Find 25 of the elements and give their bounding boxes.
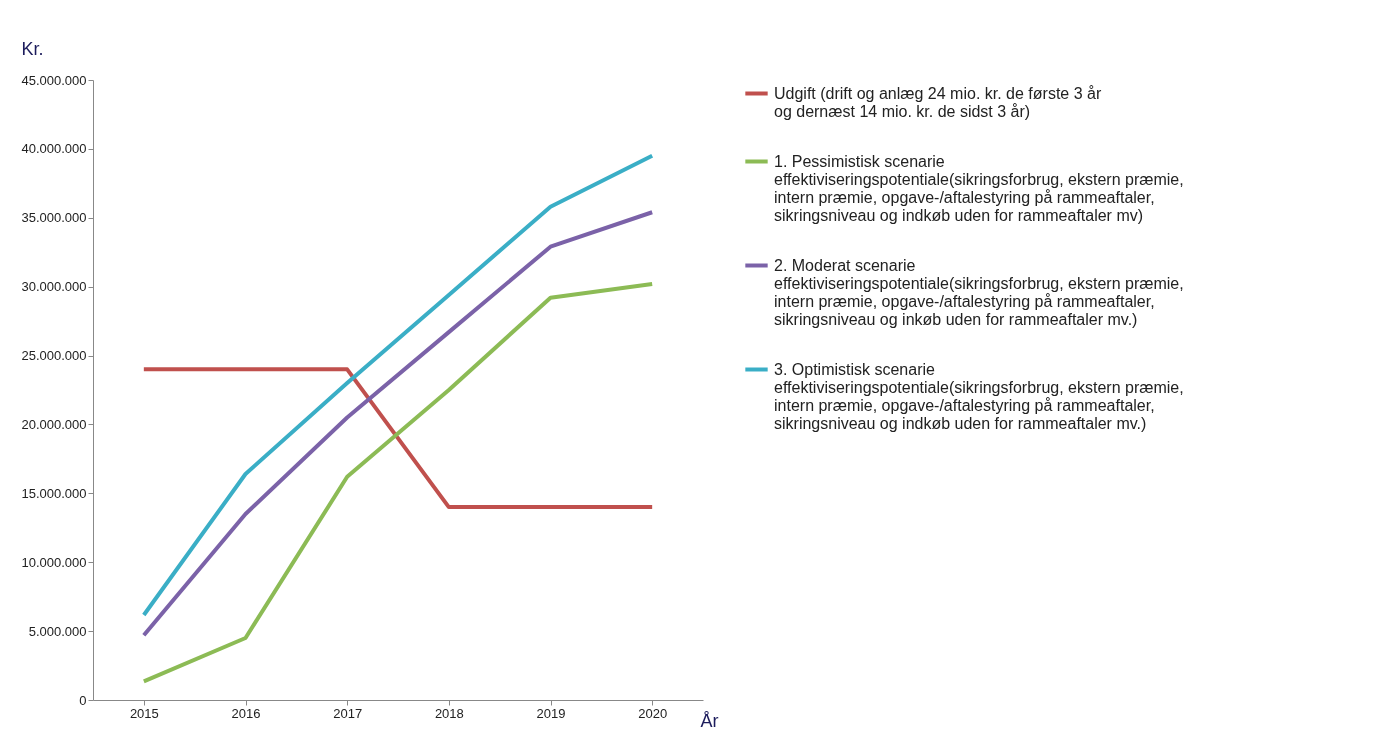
- x-tick-label: 2018: [434, 705, 464, 721]
- x-tick-label: 2016: [231, 705, 261, 721]
- x-axis-title: År: [700, 710, 719, 730]
- legend-label: Udgift (drift og anlæg 24 mio. kr. de første 3 år og dernæst 14 mio. kr. de sidst 3 år): [774, 84, 1102, 120]
- x-tick-label: 2020: [638, 705, 668, 721]
- y-tick-label: 35.000.000: [21, 210, 87, 226]
- y-tick-label: 45.000.000: [21, 72, 87, 88]
- line-series: [141, 281, 655, 684]
- y-tick-label: 5.000.000: [28, 623, 87, 639]
- y-tick-label: 30.000.000: [21, 279, 87, 295]
- x-tick-label: 2015: [129, 705, 159, 721]
- y-tick-label: 40.000.000: [21, 141, 87, 157]
- line-series: [141, 153, 655, 617]
- y-axis-title: Kr.: [21, 38, 44, 59]
- legend-label: 2. Moderat scenarie effektiviseringspotentiale(sikringsforbrug, ekstern præmie, intern præmie, opgave-/aftalestyring på rammeaftaler, sikringsniveau og inkøb uden for rammeaftaler mv.): [774, 256, 1184, 328]
- x-tick-label: 2019: [536, 705, 566, 721]
- legend-label: 3. Optimistisk scenarie effektiviseringspotentiale(sikringsforbrug, ekstern præmie, intern præmie, opgave-/aftalestyring på rammeaftaler, sikringsniveau og indkøb uden for rammeaftaler mv.): [774, 360, 1184, 432]
- y-tick-label: 25.000.000: [21, 348, 87, 364]
- x-tick-label: 2017: [333, 705, 363, 721]
- y-tick-label: 0: [79, 692, 87, 708]
- y-tick-label: 10.000.000: [21, 554, 87, 570]
- line-series: [141, 210, 655, 638]
- legend-label: 1. Pessimistisk scenarie effektiviseringspotentiale(sikringsforbrug, ekstern præmie, intern præmie, opgave-/aftalestyring på rammeaftaler, sikringsniveau og indkøb uden for rammeaftaler mv): [774, 152, 1184, 224]
- y-tick-label: 20.000.000: [21, 416, 87, 432]
- y-tick-label: 15.000.000: [21, 485, 87, 501]
